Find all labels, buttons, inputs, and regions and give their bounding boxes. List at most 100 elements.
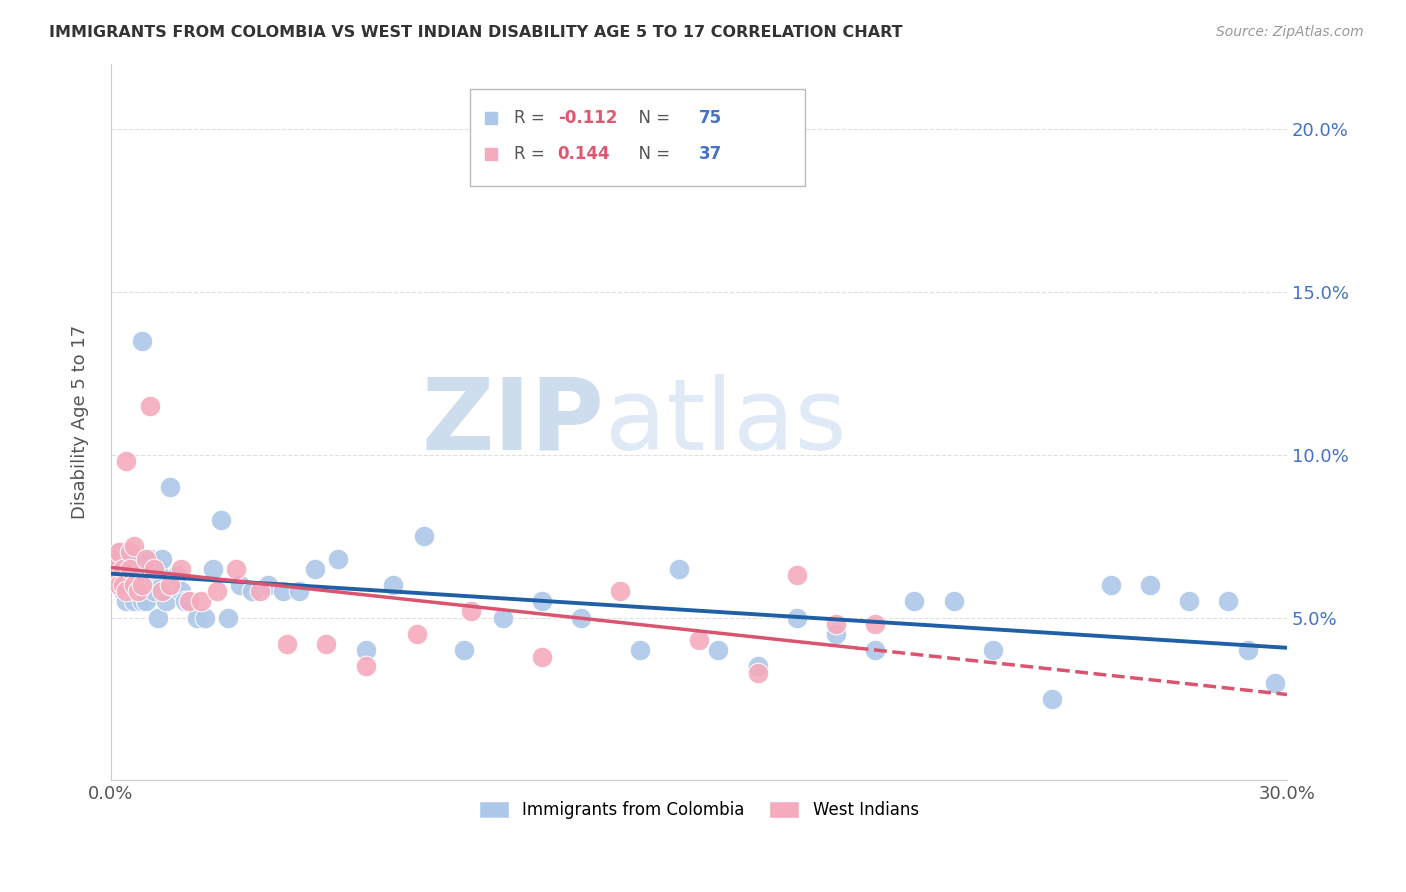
Point [179, 594, 201, 608]
Point [115, 562, 138, 576]
Point [127, 584, 149, 599]
Point [825, 617, 848, 632]
Point [135, 552, 157, 566]
Point [825, 627, 848, 641]
Point [124, 539, 146, 553]
Point [139, 399, 162, 413]
Point [201, 562, 224, 576]
Point [150, 584, 173, 599]
Point [354, 659, 377, 673]
Point [146, 610, 169, 624]
Point [107, 578, 129, 592]
Text: ZIP: ZIP [422, 374, 605, 471]
Point [111, 552, 134, 566]
Point [531, 649, 554, 664]
Point [460, 604, 482, 618]
Point [1139, 578, 1161, 592]
Point [453, 643, 475, 657]
Point [150, 552, 173, 566]
Point [1218, 594, 1240, 608]
Point [382, 578, 405, 592]
Point [159, 578, 181, 592]
Point [288, 584, 311, 599]
Point [1236, 643, 1258, 657]
Point [609, 584, 631, 599]
Legend: Immigrants from Colombia, West Indians: Immigrants from Colombia, West Indians [472, 794, 925, 826]
Point [131, 578, 153, 592]
Point [104, 568, 127, 582]
Point [271, 584, 294, 599]
Point [225, 562, 247, 576]
Point [139, 552, 162, 566]
Point [328, 552, 350, 566]
FancyBboxPatch shape [470, 89, 804, 186]
Point [170, 562, 193, 576]
Point [115, 578, 138, 592]
Point [256, 578, 278, 592]
Point [354, 643, 377, 657]
Point [135, 594, 157, 608]
Point [120, 568, 142, 582]
Point [569, 610, 592, 624]
Point [229, 578, 252, 592]
Point [1178, 594, 1201, 608]
Point [111, 584, 134, 599]
Point [120, 584, 142, 599]
Text: N =: N = [628, 145, 676, 162]
Point [131, 578, 153, 592]
Point [115, 594, 138, 608]
Point [531, 594, 554, 608]
Point [240, 584, 263, 599]
Point [127, 584, 149, 599]
Point [304, 562, 326, 576]
Text: 0.144: 0.144 [558, 145, 610, 162]
Point [124, 594, 146, 608]
Point [150, 578, 173, 592]
Point [1099, 578, 1122, 592]
Point [186, 610, 208, 624]
Point [747, 665, 769, 680]
Point [107, 545, 129, 559]
Point [104, 552, 127, 566]
Point [942, 594, 965, 608]
Point [111, 562, 134, 576]
Point [628, 643, 651, 657]
Point [115, 454, 138, 468]
Point [492, 610, 515, 624]
Point [162, 578, 184, 592]
Text: IMMIGRANTS FROM COLOMBIA VS WEST INDIAN DISABILITY AGE 5 TO 17 CORRELATION CHART: IMMIGRANTS FROM COLOMBIA VS WEST INDIAN … [49, 25, 903, 40]
Point [107, 562, 129, 576]
Point [135, 568, 157, 582]
Point [170, 584, 193, 599]
Point [668, 562, 690, 576]
Point [688, 633, 710, 648]
Point [159, 480, 181, 494]
Point [146, 562, 169, 576]
Point [1264, 675, 1286, 690]
Text: atlas: atlas [605, 374, 846, 471]
Point [131, 334, 153, 348]
Text: N =: N = [628, 109, 676, 127]
Text: 37: 37 [699, 145, 723, 162]
Point [179, 594, 201, 608]
Point [166, 568, 188, 582]
Point [142, 562, 165, 576]
Point [786, 568, 808, 582]
Point [104, 552, 127, 566]
Point [107, 578, 129, 592]
Point [111, 571, 134, 585]
Point [124, 578, 146, 592]
Text: R =: R = [515, 109, 550, 127]
Point [139, 562, 162, 576]
Point [786, 610, 808, 624]
Point [865, 643, 887, 657]
Y-axis label: Disability Age 5 to 17: Disability Age 5 to 17 [72, 325, 89, 519]
Point [903, 594, 925, 608]
Point [315, 636, 337, 650]
Point [142, 584, 165, 599]
Point [1040, 692, 1063, 706]
Point [104, 568, 127, 582]
Point [217, 610, 239, 624]
Point [174, 594, 197, 608]
Point [413, 529, 436, 543]
